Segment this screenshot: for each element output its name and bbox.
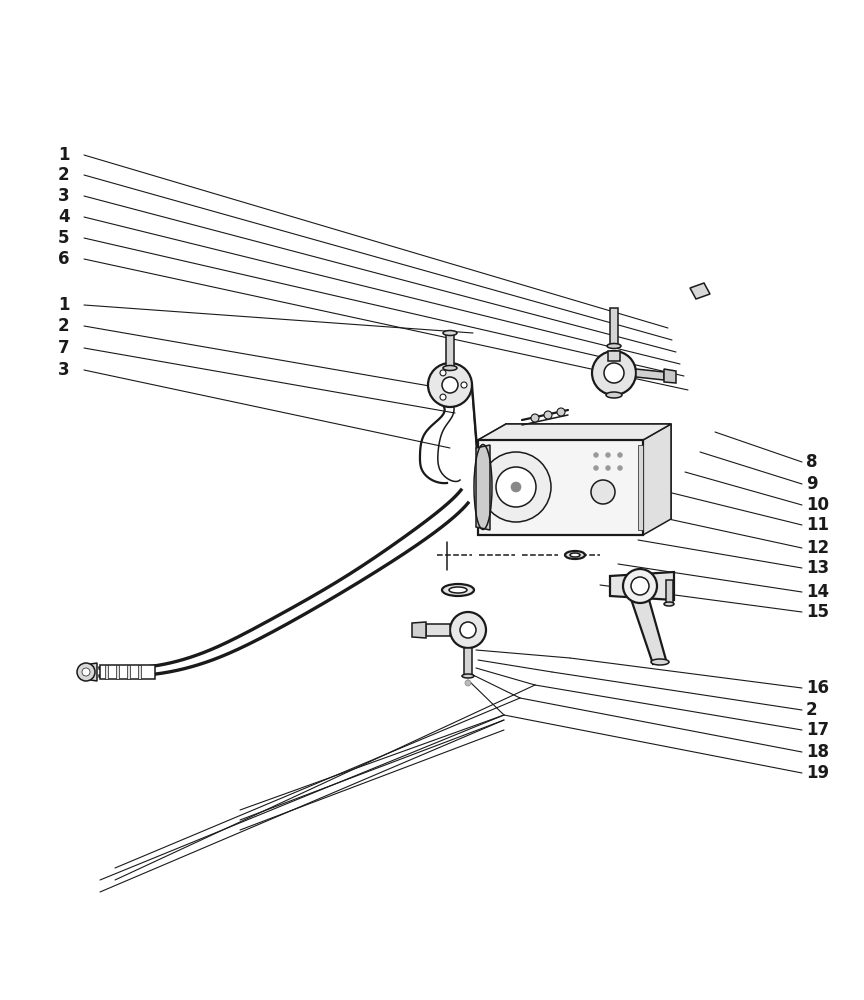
- Bar: [138, 665, 141, 679]
- Polygon shape: [638, 445, 643, 530]
- Polygon shape: [84, 663, 97, 681]
- Bar: [446, 333, 454, 368]
- Circle shape: [481, 452, 551, 522]
- Text: 15: 15: [806, 603, 829, 621]
- Bar: [116, 665, 119, 679]
- Circle shape: [618, 466, 622, 471]
- Circle shape: [450, 612, 486, 648]
- Text: 13: 13: [806, 559, 829, 577]
- Ellipse shape: [607, 344, 621, 349]
- Text: 4: 4: [58, 208, 70, 226]
- Polygon shape: [630, 596, 666, 664]
- Polygon shape: [426, 624, 450, 636]
- Circle shape: [623, 569, 657, 603]
- Circle shape: [428, 363, 472, 407]
- Text: 12: 12: [806, 539, 829, 557]
- Text: 2: 2: [58, 317, 70, 335]
- Polygon shape: [636, 369, 664, 380]
- Circle shape: [531, 414, 539, 422]
- Circle shape: [440, 370, 446, 376]
- Ellipse shape: [664, 602, 674, 606]
- Circle shape: [606, 452, 611, 458]
- Text: 1: 1: [58, 146, 69, 164]
- Polygon shape: [478, 424, 671, 440]
- Polygon shape: [690, 283, 710, 299]
- Bar: [100, 665, 155, 679]
- Polygon shape: [476, 445, 490, 530]
- Text: 6: 6: [58, 250, 69, 268]
- Text: 7: 7: [58, 339, 70, 357]
- Circle shape: [594, 452, 599, 458]
- Bar: [127, 665, 130, 679]
- Text: 18: 18: [806, 743, 829, 761]
- Text: 16: 16: [806, 679, 829, 697]
- Circle shape: [604, 363, 624, 383]
- Text: 2: 2: [58, 166, 70, 184]
- Circle shape: [544, 411, 552, 419]
- Text: 3: 3: [58, 187, 70, 205]
- Polygon shape: [643, 424, 671, 535]
- Circle shape: [594, 466, 599, 471]
- Text: 2: 2: [806, 701, 817, 719]
- Circle shape: [618, 452, 622, 458]
- Circle shape: [465, 680, 471, 686]
- Bar: [105, 665, 108, 679]
- Text: 11: 11: [806, 516, 829, 534]
- Text: 8: 8: [806, 453, 817, 471]
- Circle shape: [631, 577, 649, 595]
- Text: 17: 17: [806, 721, 829, 739]
- Text: 10: 10: [806, 496, 829, 514]
- Bar: [666, 580, 673, 604]
- Polygon shape: [478, 440, 643, 535]
- Ellipse shape: [565, 551, 585, 559]
- Ellipse shape: [606, 392, 622, 398]
- Bar: [608, 351, 620, 361]
- Text: 1: 1: [58, 296, 69, 314]
- Bar: [464, 648, 472, 676]
- Circle shape: [460, 622, 476, 638]
- Circle shape: [557, 408, 565, 416]
- Circle shape: [440, 394, 446, 400]
- Circle shape: [442, 377, 458, 393]
- Text: 5: 5: [58, 229, 69, 247]
- Circle shape: [592, 351, 636, 395]
- Ellipse shape: [442, 584, 474, 596]
- Polygon shape: [664, 369, 676, 383]
- Circle shape: [461, 382, 467, 388]
- Circle shape: [591, 480, 615, 504]
- Ellipse shape: [443, 330, 457, 336]
- Circle shape: [496, 467, 536, 507]
- Text: 9: 9: [806, 475, 817, 493]
- Polygon shape: [610, 572, 674, 600]
- Circle shape: [77, 663, 95, 681]
- Text: 14: 14: [806, 583, 829, 601]
- Ellipse shape: [462, 674, 474, 678]
- Ellipse shape: [449, 587, 467, 593]
- Bar: [610, 308, 618, 346]
- Polygon shape: [412, 622, 426, 638]
- Circle shape: [82, 668, 90, 676]
- Ellipse shape: [651, 659, 669, 665]
- Text: 3: 3: [58, 361, 70, 379]
- Text: 19: 19: [806, 764, 829, 782]
- Circle shape: [511, 482, 521, 492]
- Ellipse shape: [443, 365, 457, 370]
- Circle shape: [606, 466, 611, 471]
- Ellipse shape: [570, 553, 580, 557]
